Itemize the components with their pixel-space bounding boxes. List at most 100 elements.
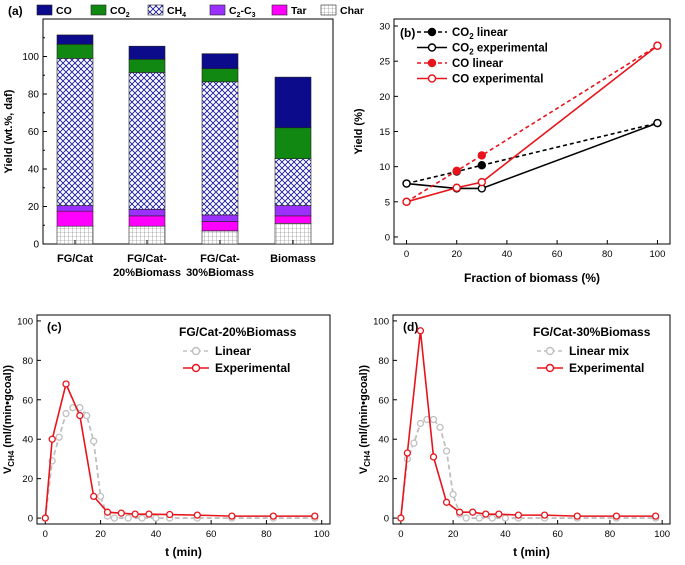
data-point	[455, 508, 464, 516]
x-tick-label: 80	[602, 249, 613, 260]
text-span: C	[229, 5, 237, 17]
bar-segment-ch4	[128, 72, 166, 210]
legend-label: Linear	[215, 344, 251, 358]
subscript: 3	[252, 12, 256, 19]
subscript: 2	[126, 12, 130, 19]
legend-marker	[427, 43, 437, 52]
series-line	[399, 418, 656, 519]
legend-swatch	[209, 4, 226, 16]
x-tick-label: 100	[314, 529, 330, 540]
bar-segment-c2c3	[274, 205, 312, 217]
data-point	[514, 511, 523, 519]
x-tick-label: 20	[448, 529, 459, 540]
y-tick-label: 80	[28, 90, 40, 101]
bar-segment-co2	[274, 127, 312, 159]
text-span: (ml/(min•gcoal))	[2, 365, 14, 451]
y-tick-label: 100	[22, 52, 39, 63]
panel-label: (b)	[400, 26, 415, 40]
text-span: V	[358, 466, 370, 474]
data-point	[469, 508, 477, 516]
data-point	[90, 492, 98, 501]
data-point	[452, 166, 461, 176]
data-point	[110, 514, 119, 522]
plot-frame	[392, 314, 671, 525]
text-span: CH	[167, 5, 182, 17]
data-point	[416, 419, 425, 428]
data-point	[651, 512, 660, 520]
data-point	[477, 177, 487, 187]
legend-marker	[191, 346, 201, 356]
data-point	[103, 508, 112, 516]
x-tick-label: 100	[650, 249, 666, 260]
y-axis-label: Yield (%)	[353, 108, 365, 154]
bar-segment-co	[201, 53, 239, 69]
y-tick-label: 30	[379, 22, 390, 33]
bar-segment-tar	[274, 215, 312, 224]
series-line	[406, 45, 658, 203]
data-point	[653, 118, 662, 128]
x-tick-label: 60	[206, 529, 217, 540]
data-point	[41, 514, 49, 522]
x-axis-label: t (min)	[165, 545, 202, 559]
data-point	[477, 151, 487, 160]
legend-swatch	[320, 4, 337, 16]
data-point	[90, 437, 98, 445]
y-tick-label: 20	[22, 474, 33, 485]
x-tick-label: 0	[404, 249, 409, 260]
y-tick-label: 60	[378, 395, 389, 406]
data-point	[62, 409, 70, 418]
legend-label: Char	[340, 5, 364, 17]
y-tick-label: 0	[28, 514, 33, 525]
y-tick-label: 25	[379, 57, 390, 68]
text-span: linear	[469, 58, 503, 70]
data-point	[410, 439, 418, 447]
text-span: CO	[452, 43, 469, 55]
subscript: CH4	[363, 450, 372, 467]
y-tick-label: 100	[17, 316, 33, 327]
x-tick-label: 0	[398, 529, 403, 540]
legend-label: CO2 experimental	[452, 43, 548, 57]
data-point	[96, 492, 105, 501]
y-tick-label: 5	[385, 197, 390, 208]
text-span: Tar	[291, 5, 307, 17]
legend-label: CH4	[167, 5, 186, 19]
legend-marker	[545, 346, 555, 356]
x-axis-label: t (min)	[513, 545, 550, 559]
panel-label: (c)	[47, 320, 62, 334]
x-tick-label: 20	[95, 529, 106, 540]
data-point	[124, 514, 132, 522]
x-tick-label: 40	[500, 529, 511, 540]
subscript: CH4	[7, 450, 16, 467]
text-span: (ml/(min•gcoal))	[358, 365, 370, 451]
legend-label: CO2 linear	[452, 27, 508, 41]
y-tick-label: 40	[22, 435, 33, 446]
y-tick-label: 0	[384, 514, 389, 525]
y-tick-label: 100	[373, 316, 389, 327]
x-tick-label: 80	[261, 529, 272, 540]
panel-d-line-chart: 0 20 40 60 80 100 0 20 40 60 80 100 VCH4 (ml/(min•gc…	[358, 314, 671, 559]
data-point	[83, 411, 91, 420]
text-span: Char	[340, 5, 364, 17]
legend-swatch	[36, 4, 53, 16]
y-tick-label: 40	[378, 435, 389, 446]
data-point	[416, 327, 425, 335]
x-category-label: 20%Biomass	[113, 267, 181, 279]
data-point	[55, 433, 63, 441]
panel-b-line-chart: 0 5 10 15 20 25 30 0 20 40 60 80 100 Yield (%) Fractio…	[353, 18, 671, 285]
text-span: CO	[110, 5, 126, 17]
legend-label: Linear mix	[569, 344, 629, 358]
bar-segment-c2c3	[56, 205, 94, 212]
x-tick-label: 80	[605, 529, 616, 540]
x-tick-label: 0	[43, 529, 48, 540]
legend-marker	[427, 27, 437, 37]
legend-label: Tar	[291, 5, 307, 17]
legend-marker	[427, 58, 437, 68]
bar-segment-co	[128, 45, 166, 60]
y-tick-label: 0	[385, 232, 390, 243]
data-point	[653, 41, 662, 50]
legend-label: CO experimental	[452, 74, 543, 86]
y-tick-label: 10	[379, 162, 390, 173]
x-tick-label: 40	[151, 529, 162, 540]
data-point	[48, 435, 56, 443]
